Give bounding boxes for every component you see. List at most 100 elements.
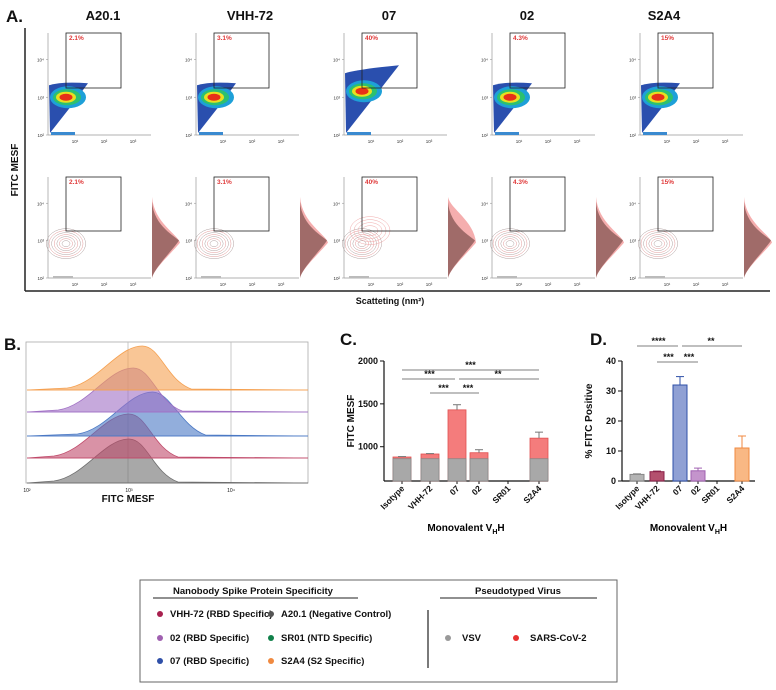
panel-b: 10² 10³ 10⁴ FITC MESF [23,341,309,505]
gate-percent: 2.1% [69,179,84,186]
sample-title: 02 [520,8,534,23]
y-tick-label: 10² [37,276,44,281]
gate-percent: 4.3% [513,179,528,186]
x-tick-label: 07 [448,483,462,497]
significance-label: *** [438,383,449,393]
sample-title: A20.1 [86,8,121,23]
gate-box [509,32,566,89]
sample-title: VHH-72 [227,8,273,23]
legend-entry: S2A4 (S2 Specific) [281,656,364,667]
x-axis-label-part: Monovalent V [427,523,492,534]
x-tick-label: 10³ [574,282,581,287]
x-tick-label: 10¹ [664,282,671,287]
y-tick-label: 10³ [37,95,44,100]
gate-percent: 15% [661,35,674,42]
y-tick-label: 1000 [358,442,378,452]
x-tick-label: Isotype [378,483,406,511]
legend-marker [268,635,274,641]
x-tick-label: 10³ [426,139,433,144]
density-plot: 10² 10³ 10⁴ 10¹ 10² 10³ 15% [629,32,743,144]
contour-line [648,236,668,251]
y-tick-label: 10⁴ [629,58,636,63]
x-tick-label: 10² [101,139,108,144]
gate-box [213,32,270,89]
x-tick-label: 10¹ [368,139,375,144]
x-tick-label: VHH-72 [406,483,435,512]
legend-box [139,579,618,683]
x-tick-label: 02 [689,483,703,497]
legend-marker [268,658,274,664]
x-tick-label: S2A4 [521,483,543,505]
contour-line [645,234,671,253]
y-tick-label: 10² [629,276,636,281]
density-debris [495,132,519,135]
x-axis-label-part: H [492,529,497,536]
y-tick-label: 10 [606,446,616,456]
significance-label: *** [424,369,435,379]
significance-label: ** [707,336,715,346]
contour-line [201,234,227,253]
y-tick-label: 2000 [358,356,378,366]
x-tick-label: 10² [23,488,31,494]
y-tick-label: 10⁴ [185,58,192,63]
panel-b-x-axis-label: FITC MESF [102,494,155,505]
contour-line [46,228,86,259]
significance-label: *** [463,383,474,393]
x-tick-label: 10³ [278,139,285,144]
y-tick-label: 10² [629,133,636,138]
contour-line [199,232,229,255]
y-tick-label: 10⁴ [481,58,488,63]
x-axis-label-part: Monovalent V [650,523,715,534]
y-tick-label: 10³ [629,239,636,244]
x-tick-label: 10³ [722,139,729,144]
y-tick-label: 10⁴ [185,201,192,206]
x-tick-label: SR01 [699,483,721,505]
contour-line [204,236,224,251]
x-tick-label: 10³ [278,282,285,287]
x-tick-label: 10¹ [664,139,671,144]
bar-vsv [529,458,549,482]
gate-percent: 3.1% [217,35,232,42]
x-tick-label: 10¹ [72,282,79,287]
panel-c: 1000 1500 2000 Isotype VHH-72 07 02 SR01 S2A4 FIT… [346,356,549,536]
x-tick-label: S2A4 [724,483,746,505]
density-peak [59,93,73,101]
x-tick-label: 10³ [426,282,433,287]
y-tick-label: 10² [185,276,192,281]
x-tick-label: 10² [545,139,552,144]
gate-box [657,32,714,89]
panel-a-y-axis-label: FITC MESF [10,144,21,197]
density-peak [355,87,369,95]
histogram-vsv [300,202,327,278]
y-tick-label: 10³ [629,95,636,100]
y-tick-label: 20 [606,416,616,426]
y-tick-label: 10³ [185,95,192,100]
contour-line [355,238,369,249]
gate-percent: 40% [365,35,378,42]
x-tick-label: 10² [397,282,404,287]
density-plot: 10² 10³ 10⁴ 10¹ 10² 10³ 3.1% [185,32,299,144]
y-tick-label: 1500 [358,399,378,409]
legend-marker [445,635,451,641]
y-tick-label: 10⁴ [37,58,44,63]
legend-title-virus: Pseudotyped Virus [475,586,561,597]
contour-line [500,236,520,251]
y-tick-label: 10⁴ [629,201,636,206]
contour-line [651,238,665,249]
gate-box [65,176,122,232]
x-tick-label: 10⁴ [227,488,235,494]
contour-debris [201,276,221,278]
histogram-vsv [448,202,475,278]
x-tick-label: 10³ [130,282,137,287]
bar [649,471,665,482]
contour-line [643,232,673,255]
x-tick-label: 10³ [130,139,137,144]
contour-line [503,238,517,249]
contour-debris [497,276,517,278]
contour-line [194,228,234,259]
x-tick-label: 10¹ [516,282,523,287]
contour-debris [53,276,73,278]
density-debris [199,132,223,135]
density-peak [503,93,517,101]
